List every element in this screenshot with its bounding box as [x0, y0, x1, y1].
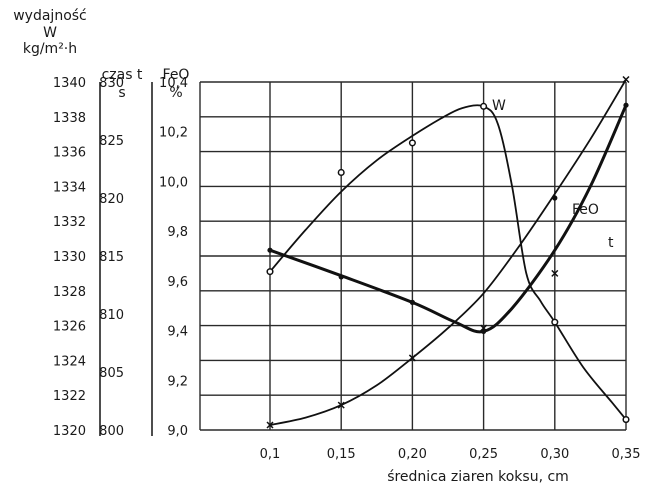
x-tick-label: 0,25: [469, 447, 498, 462]
data-point-feo: [266, 421, 274, 429]
y-tick-label-w: 1332: [53, 215, 86, 230]
axis-title-w: W: [43, 25, 57, 41]
series-w: W: [266, 98, 630, 424]
y-tick-label-w: 1320: [53, 424, 86, 439]
y-tick-label-w: 1322: [53, 389, 86, 404]
series-label-feo: FeO: [572, 202, 599, 218]
series-label-w: W: [492, 98, 506, 114]
tick-labels: 1320 1322 1324 1326 1328 1330 1332 1334 1336 1338…: [53, 76, 641, 462]
y-tick-label-w: 1324: [53, 354, 86, 369]
axis-title-w: kg/m²·h: [23, 41, 77, 57]
series-line-t: [268, 103, 628, 334]
axis-title-w: wydajność: [13, 8, 87, 24]
y-tick-label-w: 1334: [53, 180, 86, 195]
data-point-feo: [551, 269, 559, 277]
axis-title-t: s: [118, 85, 125, 101]
series-label-t: t: [608, 235, 614, 251]
data-point-t: [623, 102, 629, 108]
y-tick-label-t: 830: [99, 76, 124, 91]
data-point-t: [552, 195, 558, 201]
y-tick-label-feo: 9,2: [167, 374, 188, 389]
data-point-feo: [622, 75, 630, 84]
y-tick-label-w: 1338: [53, 111, 86, 126]
y-tick-label-w: 1328: [53, 285, 86, 300]
data-point-t: [267, 247, 273, 253]
y-tick-label-t: 820: [99, 192, 124, 207]
axis-title-t: czas t: [102, 67, 143, 83]
y-tick-label-t: 805: [99, 366, 124, 381]
y-tick-label-t: 825: [99, 134, 124, 149]
y-tick-label-feo: 10,4: [159, 76, 188, 91]
series-feo: FeO: [266, 75, 630, 429]
y-tick-label-feo: 10,2: [159, 126, 188, 141]
series-line-w: [269, 104, 627, 421]
x-tick-label: 0,20: [398, 447, 427, 462]
series-t: t: [267, 102, 629, 334]
x-tick-label: 0,15: [327, 447, 356, 462]
data-point-feo: [408, 354, 416, 362]
data-point-t: [481, 328, 487, 334]
data-point-w: [480, 102, 488, 110]
data-point-w: [408, 139, 416, 147]
y-tick-label-w: 1336: [53, 146, 86, 161]
axis-lines: [99, 82, 153, 436]
y-tick-label-feo: 10,0: [159, 175, 188, 190]
y-tick-label-w: 1326: [53, 320, 86, 335]
y-tick-label-feo: 9,0: [167, 424, 188, 439]
x-axis-title: średnica ziaren koksu, cm: [387, 469, 569, 485]
y-tick-label-feo: 9,8: [167, 225, 188, 240]
y-tick-label-t: 800: [99, 424, 124, 439]
y-tick-label-w: 1340: [53, 76, 86, 91]
series-layer: W FeO t: [266, 75, 630, 429]
data-point-t: [338, 274, 344, 280]
y-tick-label-feo: 9,4: [167, 325, 188, 340]
x-tick-label: 0,30: [540, 447, 569, 462]
axis-title-feo: %: [169, 85, 182, 101]
data-point-w: [551, 318, 559, 326]
series-line-feo: [269, 78, 627, 426]
axis-title-feo: FeO: [163, 67, 190, 83]
y-tick-label-w: 1330: [53, 250, 86, 265]
x-tick-label: 0,1: [260, 447, 281, 462]
data-point-t: [409, 299, 415, 305]
y-tick-label-feo: 9,6: [167, 275, 188, 290]
y-tick-label-t: 810: [99, 308, 124, 323]
y-tick-label-t: 815: [99, 250, 124, 265]
x-tick-label: 0,35: [612, 447, 641, 462]
data-point-w: [337, 168, 345, 177]
data-point-w: [266, 268, 274, 276]
data-point-feo: [337, 401, 345, 409]
data-point-w: [622, 416, 630, 424]
plot-grid: [199, 81, 627, 431]
